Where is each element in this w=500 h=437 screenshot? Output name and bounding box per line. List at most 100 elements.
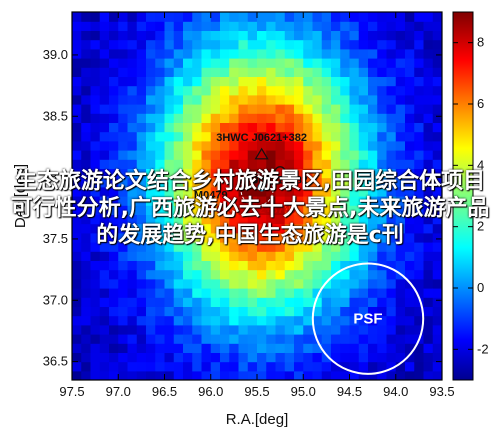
heatmap-cell [395, 297, 406, 307]
heatmap-cell [164, 324, 175, 335]
heatmap-cell [368, 315, 378, 326]
heatmap-cell [247, 113, 258, 123]
heatmap-cell [183, 12, 193, 22]
heatmap-cell [210, 159, 221, 169]
heatmap-cell [303, 251, 314, 261]
heatmap-cell [414, 67, 425, 77]
heatmap-cell [173, 269, 184, 280]
heatmap-cell [81, 122, 92, 133]
heatmap-cell [127, 168, 138, 179]
heatmap-cell [136, 223, 147, 234]
heatmap-cell [386, 242, 397, 252]
heatmap-cell [118, 140, 129, 151]
heatmap-cell [303, 334, 314, 344]
heatmap-cell [257, 223, 267, 234]
heatmap-cell [136, 324, 147, 335]
heatmap-cell [99, 269, 110, 280]
heatmap-cell [284, 343, 295, 353]
heatmap-cell [349, 76, 360, 87]
heatmap-cell [331, 205, 341, 215]
heatmap-cell [220, 113, 230, 123]
heatmap-cell [220, 223, 230, 234]
heatmap-cell [99, 113, 110, 123]
heatmap-cell [349, 67, 360, 77]
heatmap-cell [109, 76, 119, 87]
heatmap-cell [312, 67, 323, 77]
heatmap-cell [423, 251, 434, 261]
heatmap-cell [414, 48, 425, 59]
heatmap-cell [266, 196, 277, 206]
heatmap-cell [423, 48, 434, 59]
heatmap-cell [146, 288, 156, 298]
heatmap-cell [312, 251, 323, 261]
heatmap-cell [284, 12, 295, 22]
heatmap-cell [229, 131, 240, 142]
heatmap-cell [432, 177, 442, 188]
heatmap-cell [136, 251, 147, 261]
heatmap-cell [90, 85, 101, 96]
heatmap-cell [386, 205, 397, 215]
heatmap-cell [405, 159, 415, 169]
heatmap-cell [192, 104, 203, 114]
heatmap-cell [266, 232, 277, 243]
heatmap-cell [257, 122, 267, 133]
heatmap-cell [229, 76, 240, 87]
heatmap-cell [312, 242, 323, 252]
heatmap-cell [423, 94, 434, 105]
heatmap-cell [99, 39, 110, 50]
heatmap-cell [192, 315, 203, 326]
heatmap-cell [284, 196, 295, 206]
heatmap-cell [192, 343, 203, 353]
heatmap-cell [340, 58, 351, 68]
heatmap-cell [275, 306, 286, 317]
heatmap-cell [377, 324, 388, 335]
heatmap-cell [284, 334, 295, 344]
heatmap-cell [340, 223, 351, 234]
heatmap-cell [423, 324, 434, 335]
heatmap-cell [386, 12, 397, 22]
heatmap-cell [81, 104, 92, 114]
heatmap-cell [183, 113, 193, 123]
heatmap-cell [247, 334, 258, 344]
heatmap-cell [229, 343, 240, 353]
heatmap-cell [312, 278, 323, 289]
heatmap-cell [90, 343, 101, 353]
heatmap-cell [432, 196, 442, 206]
heatmap-cell [173, 39, 184, 50]
heatmap-cell [146, 94, 156, 105]
heatmap-cell [266, 30, 277, 41]
heatmap-cell [229, 324, 240, 335]
heatmap-cell [303, 269, 314, 280]
heatmap-cell [210, 76, 221, 87]
heatmap-cell [201, 140, 212, 151]
heatmap-cell [201, 269, 212, 280]
heatmap-cell [210, 12, 221, 22]
heatmap-cell [257, 168, 267, 179]
heatmap-cell [183, 76, 193, 87]
heatmap-cell [109, 21, 119, 31]
heatmap-cell [155, 39, 166, 50]
heatmap-cell [164, 177, 175, 188]
heatmap-cell [81, 260, 92, 271]
heatmap-cell [146, 278, 156, 289]
heatmap-cell [257, 232, 267, 243]
heatmap-cell [377, 288, 388, 298]
heatmap-cell [423, 113, 434, 123]
heatmap-cell [414, 140, 425, 151]
heatmap-cell [201, 85, 212, 96]
heatmap-cell [173, 140, 184, 151]
heatmap-cell [136, 269, 147, 280]
heatmap-cell [238, 168, 249, 179]
heatmap-cell [155, 113, 166, 123]
heatmap-cell [201, 223, 212, 234]
heatmap-cell [164, 131, 175, 142]
heatmap-cell [349, 232, 360, 243]
heatmap-cell [358, 324, 369, 335]
heatmap-cell [386, 58, 397, 68]
heatmap-cell [192, 58, 203, 68]
heatmap-cell [99, 232, 110, 243]
heatmap-cell [423, 223, 434, 234]
heatmap-cell [72, 324, 82, 335]
heatmap-cell [266, 39, 277, 50]
